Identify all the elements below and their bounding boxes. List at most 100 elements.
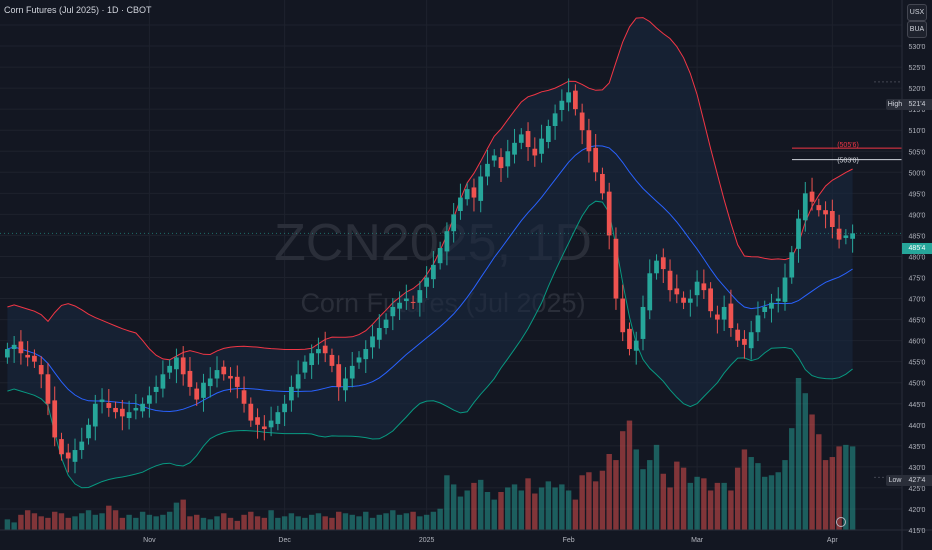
volume-bar [214,516,220,530]
y-tick-label: 490'0 [909,212,926,219]
volume-bar [241,514,247,530]
candle-body [606,191,612,236]
volume-bar [734,467,741,530]
volume-bar [112,510,119,530]
candle-body [282,403,287,413]
high-value-label: 521'4 [902,99,932,110]
volume-bar [849,446,856,530]
candle-body [180,357,186,375]
volume-bar [795,378,802,530]
volume-bar [707,490,714,530]
volume-bar [525,478,531,530]
volume-bar [498,492,504,530]
candle-body [214,370,220,379]
volume-bar [748,457,754,530]
currency-button[interactable]: USX [907,4,927,21]
candle-body [234,376,240,387]
candle-body [579,112,585,131]
candle-body [782,277,788,302]
volume-bar [789,428,795,530]
candle-body [322,345,328,354]
candle-body [336,364,342,387]
volume-bar [755,463,761,530]
volume-bar [660,473,666,530]
candle-body [775,298,781,302]
y-tick-label: 425'0 [909,486,926,493]
volume-bar [92,514,98,530]
candle-body [221,366,227,375]
candle-body [613,238,619,299]
volume-bar [390,510,396,530]
y-tick-label: 465'0 [909,318,926,325]
volume-bar [505,487,511,530]
volume-bar [586,472,592,530]
candle-body [823,210,828,215]
candle-body [65,452,71,459]
candle-body [437,248,443,264]
candle-body [829,211,835,227]
volume-bar [599,470,606,530]
volume-bar [444,475,450,530]
volume-bar [423,514,430,530]
candle-body [5,349,10,358]
volume-bar [45,517,51,530]
candle-body [424,277,429,287]
candle-body [174,357,179,370]
candle-body [742,338,747,345]
volume-bar [714,482,721,530]
volume-bar [565,490,572,530]
volume-bar [484,492,491,530]
volume-bar [187,516,193,530]
candle-body [133,407,139,411]
candle-body [471,187,477,198]
volume-bar [356,516,362,530]
y-tick-label: 505'0 [909,149,926,156]
candle-body [667,270,673,291]
volume-bar [302,517,308,530]
candle-body [241,390,247,404]
candle-body [38,365,44,375]
candle-body [160,374,166,389]
volume-bar [363,511,369,530]
volume-bar [166,511,173,530]
x-tick-label: Apr [827,537,839,544]
y-tick-label: 495'0 [909,191,926,198]
candle-body [789,252,795,278]
volume-bar [72,516,78,530]
unit-button[interactable]: BUA [907,21,927,38]
candle-body [25,354,31,358]
candle-body [539,138,544,154]
candle-body [512,142,517,155]
volume-bar [268,510,274,530]
candle-body [255,417,260,425]
candle-body [72,450,78,462]
volume-bar [322,516,328,530]
candle-body [289,386,294,401]
candle-body [721,306,727,320]
candle-body [248,403,254,421]
x-tick-label: Dec [278,537,291,544]
candle-body [106,402,112,408]
volume-bar [79,513,85,530]
candle-body [370,336,375,348]
volume-bar [491,499,497,530]
candle-body [505,151,511,167]
volume-bar [464,490,470,530]
candle-body [86,424,91,439]
volume-bar [18,514,24,530]
x-tick-label: 2025 [419,537,435,544]
candle-body [431,264,436,280]
candle-body [397,302,402,309]
volume-bar [633,449,639,530]
volume-bar [471,482,477,530]
volume-bar [592,481,599,530]
volume-bar [119,517,126,530]
candle-body [816,205,822,211]
volume-bar [369,517,376,530]
volume-bar [782,460,788,530]
candle-body [126,412,132,419]
volume-bar [829,457,836,530]
y-tick-label: 485'0 [909,233,926,240]
volume-bar [694,476,700,530]
